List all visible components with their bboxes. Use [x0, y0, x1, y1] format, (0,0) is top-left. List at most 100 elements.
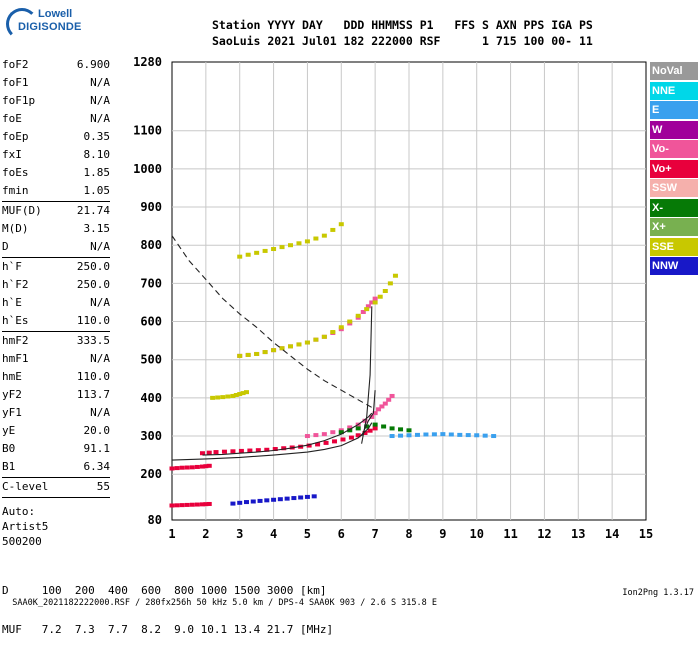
x-tick-label: 14	[605, 527, 619, 541]
parameter-name: h`F	[2, 260, 22, 273]
parameter-name: foF1	[2, 76, 29, 89]
echo-point	[255, 448, 261, 453]
echo-point	[298, 495, 304, 500]
echo-point	[398, 427, 404, 432]
echo-point	[221, 449, 227, 454]
echo-point	[389, 393, 395, 398]
echo-point	[347, 428, 353, 433]
echo-point	[362, 430, 368, 435]
echo-point	[184, 465, 190, 470]
echo-point	[313, 236, 319, 241]
parameter-value: 91.1	[83, 442, 111, 455]
parameter-row: fmin 1.05	[2, 182, 110, 200]
parameter-row: h`E N/A	[2, 294, 110, 312]
y-tick-label: 1000	[133, 162, 162, 176]
echo-point	[332, 439, 338, 444]
y-tick-label: 400	[140, 391, 162, 405]
parameter-row: B0 91.1	[2, 440, 110, 458]
echo-point	[304, 340, 310, 345]
parameter-name: hmE	[2, 370, 22, 383]
separator-line	[2, 331, 110, 332]
echo-point	[406, 428, 412, 433]
echo-point	[321, 334, 327, 339]
parameter-value: N/A	[90, 240, 110, 253]
parameter-row: fxI 8.10	[2, 146, 110, 164]
ionogram-chart: 1 2 3 4 5 6 7 8 9 10 11 12 13 14 158020030040050060070…	[133, 55, 653, 541]
parameter-name: fxI	[2, 148, 22, 161]
echo-point	[330, 430, 336, 435]
parameter-row: h`F 250.0	[2, 258, 110, 276]
trace-fit-curve	[202, 412, 373, 456]
echo-point	[379, 404, 385, 409]
echo-point	[389, 426, 395, 431]
echo-point	[199, 464, 205, 469]
parameter-value: 8.10	[83, 148, 111, 161]
echo-point	[247, 448, 253, 453]
x-tick-label: 4	[270, 527, 277, 541]
echo-point	[440, 432, 446, 437]
logo-arc-icon	[6, 8, 38, 40]
parameter-value: N/A	[90, 406, 110, 419]
parameter-value: 110.0	[76, 370, 110, 383]
echo-point	[348, 435, 354, 440]
echo-point	[279, 346, 285, 351]
echo-point	[203, 464, 209, 469]
x-tick-label: 15	[639, 527, 653, 541]
parameter-name: B1	[2, 460, 16, 473]
legend-item-sse: SSE	[650, 237, 698, 256]
echo-point	[377, 294, 383, 299]
echo-point	[360, 309, 366, 314]
parameter-value: 250.0	[76, 260, 110, 273]
echo-point	[277, 497, 283, 502]
x-tick-label: 9	[439, 527, 446, 541]
y-tick-label: 200	[140, 467, 162, 481]
legend-item-nne: NNE	[650, 81, 698, 100]
echo-point	[279, 245, 285, 250]
echo-point	[237, 392, 243, 397]
parameter-name: h`E	[2, 296, 22, 309]
echo-point	[330, 227, 336, 232]
echo-point	[206, 463, 212, 468]
x-tick-label: 13	[571, 527, 585, 541]
legend-item-ssw: SSW	[650, 179, 698, 197]
x-tick-label: 6	[338, 527, 345, 541]
echo-point	[237, 353, 243, 358]
echo-point	[288, 243, 293, 248]
echo-point	[230, 393, 236, 398]
parameter-value: N/A	[90, 112, 110, 125]
echo-point	[355, 313, 361, 318]
parameter-row: hmE 110.0	[2, 368, 110, 386]
echo-point	[237, 500, 243, 505]
logo-line2: DIGISONDE	[18, 21, 82, 33]
echo-point	[272, 447, 278, 452]
echo-point	[262, 248, 268, 253]
echo-point	[194, 502, 200, 507]
echo-point	[250, 499, 256, 504]
parameter-row: h`F2 250.0	[2, 276, 110, 294]
parameter-value: N/A	[90, 296, 110, 309]
separator-line	[2, 201, 110, 202]
echo-point	[369, 300, 375, 305]
echo-point	[304, 239, 310, 244]
parameter-row: foEp 0.35	[2, 128, 110, 146]
parameter-value: 1.05	[83, 184, 111, 197]
echo-point	[237, 254, 243, 259]
echo-point	[264, 447, 270, 452]
echo-point	[240, 391, 246, 396]
parameter-row: foF1p N/A	[2, 92, 110, 110]
echo-point	[382, 401, 388, 406]
parameter-name: foF2	[2, 58, 29, 71]
echo-point	[474, 433, 480, 438]
echo-point	[230, 449, 236, 454]
legend-item-x: X+	[650, 218, 698, 236]
digisonde-logo: Lowell DIGISONDE	[4, 6, 81, 40]
x-tick-label: 3	[236, 527, 243, 541]
echo-point	[245, 252, 251, 257]
distance-row: D 100 200 400 600 800 1000 1500 3000 [km…	[2, 584, 327, 597]
footer: SAA0K_2021182222000.RSF / 280fx256h 50 k…	[2, 588, 698, 618]
echo-point	[372, 300, 378, 305]
header-line2: SaoLuis 2021 Jul01 182 222000 RSF 1 715 …	[212, 34, 593, 48]
echo-point	[243, 500, 249, 505]
echo-point	[225, 394, 231, 399]
parameter-value: 250.0	[76, 278, 110, 291]
